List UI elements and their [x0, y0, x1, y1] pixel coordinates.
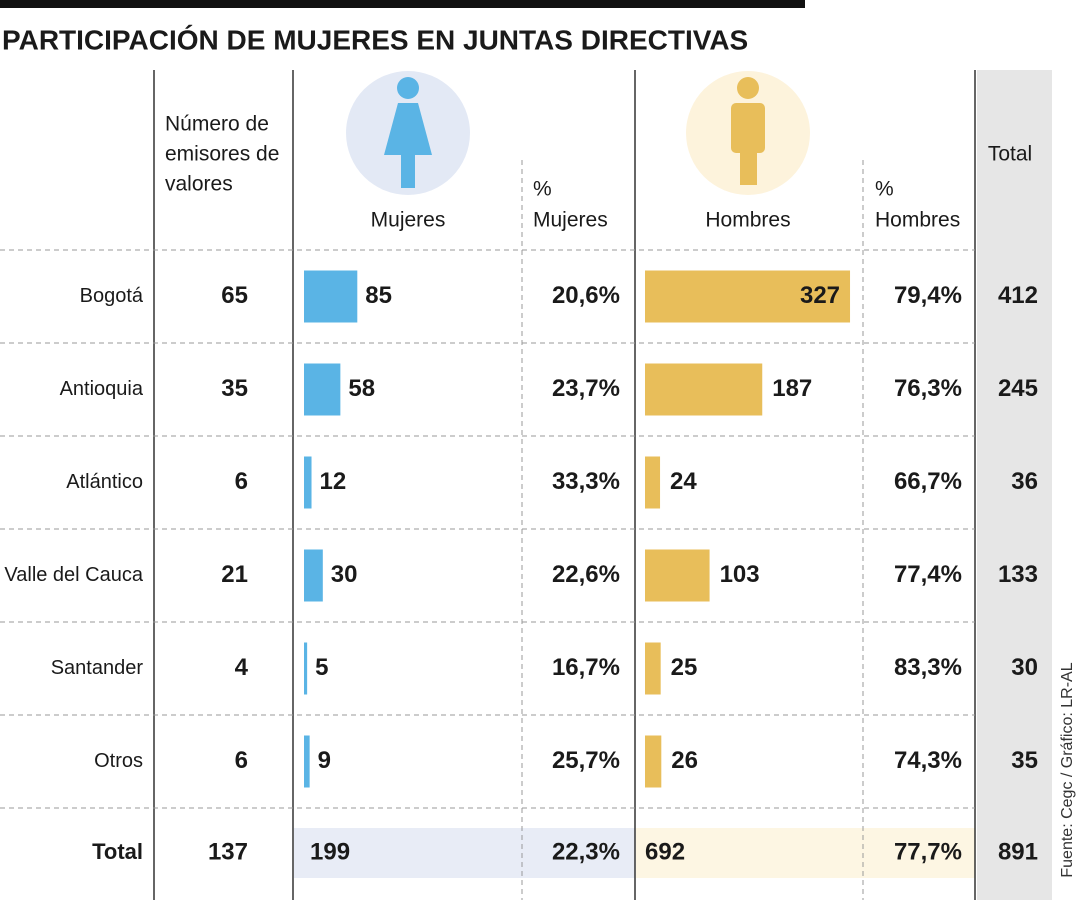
header-pct-hombres: Hombres	[875, 209, 960, 232]
title: PARTICIPACIÓN DE MUJERES EN JUNTAS DIREC…	[2, 24, 748, 55]
total: 36	[1011, 468, 1038, 495]
mujeres-value: 9	[318, 747, 331, 774]
hombres-value: 327	[800, 282, 840, 309]
pct-mujeres: 25,7%	[552, 747, 620, 774]
hombres-bar	[645, 549, 710, 602]
hombres-value: 692	[645, 838, 685, 865]
emisores: 65	[221, 282, 248, 309]
header-emisores: Número de	[165, 113, 269, 136]
pct-hombres: 76,3%	[894, 375, 962, 402]
women-total-bg	[294, 828, 635, 878]
mujeres-bar	[304, 642, 308, 695]
mujeres-value: 58	[348, 375, 375, 402]
hombres-bar	[645, 363, 763, 416]
header-emisores: valores	[165, 173, 233, 196]
mujeres-value: 199	[310, 838, 350, 865]
region: Valle del Cauca	[4, 564, 143, 586]
mujeres-bar	[304, 456, 312, 509]
header-pct-mujeres: Mujeres	[533, 209, 608, 232]
pct-mujeres: 20,6%	[552, 282, 620, 309]
pct-mujeres: 16,7%	[552, 654, 620, 681]
mujeres-bar	[304, 270, 358, 323]
header-pct-hombres: %	[875, 178, 894, 201]
pct-mujeres: 22,6%	[552, 561, 620, 588]
region: Antioquia	[60, 378, 144, 400]
source: Fuente: Cegc / Gráfico: LR-AL	[1059, 662, 1076, 877]
mujeres-bar	[304, 735, 310, 788]
hombres-value: 24	[670, 468, 697, 495]
hombres-value: 103	[720, 561, 760, 588]
total: 412	[998, 282, 1038, 309]
pct-mujeres: 22,3%	[552, 838, 620, 865]
pct-hombres: 83,3%	[894, 654, 962, 681]
hombres-value: 25	[671, 654, 698, 681]
pct-hombres: 66,7%	[894, 468, 962, 495]
emisores: 137	[208, 838, 248, 865]
total-column-bg	[977, 70, 1052, 900]
region: Atlántico	[66, 471, 143, 493]
header-emisores: emisores de	[165, 143, 279, 166]
header-pct-mujeres: %	[533, 178, 552, 201]
pct-hombres: 79,4%	[894, 282, 962, 309]
total: 30	[1011, 654, 1038, 681]
header-mujeres: Mujeres	[371, 209, 446, 232]
header: Número de emisores de valores Mujeres % …	[165, 113, 1032, 232]
region: Otros	[94, 750, 143, 772]
pct-mujeres: 23,7%	[552, 375, 620, 402]
pct-hombres: 77,4%	[894, 561, 962, 588]
region: Santander	[51, 657, 144, 679]
total: 891	[998, 838, 1038, 865]
total: 35	[1011, 747, 1038, 774]
region: Bogotá	[80, 285, 144, 307]
top-rule	[0, 0, 805, 8]
mujeres-value: 85	[365, 282, 392, 309]
total: 245	[998, 375, 1038, 402]
emisores: 6	[235, 747, 248, 774]
mujeres-bar	[304, 549, 323, 602]
pct-hombres: 74,3%	[894, 747, 962, 774]
mujeres-bar	[304, 363, 341, 416]
mujeres-value: 30	[331, 561, 358, 588]
hombres-bar	[645, 270, 851, 323]
hombres-value: 26	[671, 747, 698, 774]
total: 133	[998, 561, 1038, 588]
mujeres-value: 12	[320, 468, 347, 495]
header-total: Total	[988, 143, 1032, 166]
emisores: 21	[221, 561, 248, 588]
emisores: 35	[221, 375, 248, 402]
pct-hombres: 77,7%	[894, 838, 962, 865]
hombres-bar	[645, 456, 661, 509]
emisores: 4	[235, 654, 249, 681]
men-total-bg	[636, 828, 975, 878]
pct-mujeres: 33,3%	[552, 468, 620, 495]
women-icon	[384, 77, 432, 188]
men-icon	[731, 77, 765, 185]
emisores: 6	[235, 468, 248, 495]
hombres-bar	[645, 735, 662, 788]
hombres-bar	[645, 642, 661, 695]
region: Total	[92, 839, 143, 864]
mujeres-value: 5	[315, 654, 328, 681]
column-dividers	[153, 70, 976, 900]
hombres-value: 187	[772, 375, 812, 402]
dashed-dividers	[521, 160, 864, 900]
header-hombres: Hombres	[705, 209, 790, 232]
